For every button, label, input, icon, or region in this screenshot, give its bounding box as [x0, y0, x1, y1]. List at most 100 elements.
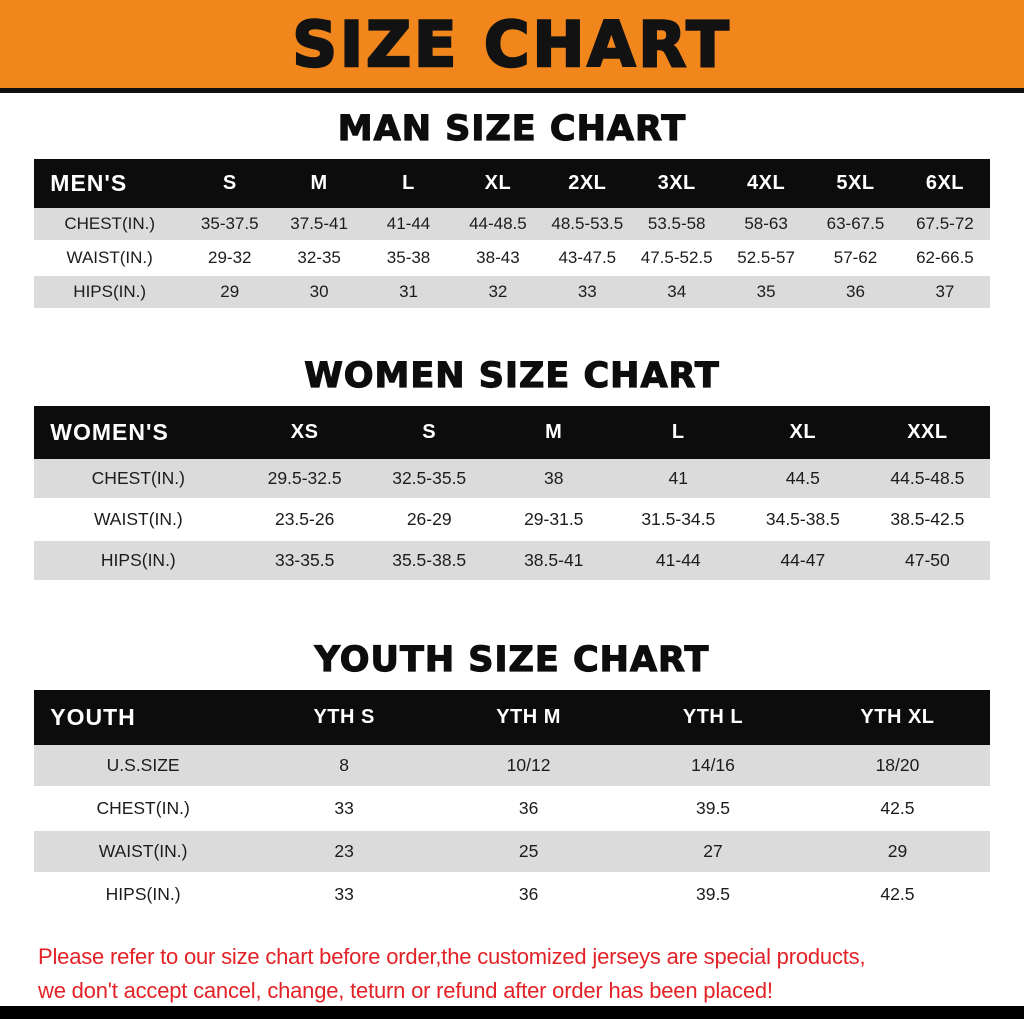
row-label-cell: CHEST(IN.) — [34, 208, 186, 242]
value-cell: 14/16 — [620, 745, 806, 788]
table-row: HIPS(IN.) 33-35.5 35.5-38.5 38.5-41 41-44 44-… — [34, 540, 990, 582]
row-label-cell: WAIST(IN.) — [34, 241, 186, 276]
men-size-table: MEN'S S M L XL 2XL 3XL 4XL 5XL 6XL CHEST(IN.) 35-37… — [34, 159, 990, 310]
value-cell: 26-29 — [366, 499, 492, 541]
value-cell: 41-44 — [363, 208, 454, 242]
value-cell: 44-48.5 — [453, 208, 543, 242]
bottom-bar — [0, 1006, 1024, 1019]
value-cell: 38.5-42.5 — [865, 499, 990, 541]
row-label-cell: WAIST(IN.) — [34, 830, 252, 874]
table-row: CHEST(IN.) 35-37.5 37.5-41 41-44 44-48.5 48.5… — [34, 208, 990, 242]
value-cell: 10/12 — [436, 745, 621, 788]
women-section: WOMEN SIZE CHART WOMEN'S XS S M L XL XXL CHEST(… — [0, 355, 1024, 582]
value-cell: 62-66.5 — [900, 241, 990, 276]
value-cell: 41-44 — [616, 540, 741, 582]
value-cell: 30 — [274, 275, 364, 310]
table-header-row: MEN'S S M L XL 2XL 3XL 4XL 5XL 6XL — [34, 159, 990, 208]
value-cell: 35-38 — [363, 241, 454, 276]
value-cell: 23 — [251, 830, 437, 874]
footer-note: Please refer to our size chart before or… — [38, 943, 1024, 1004]
value-cell: 53.5-58 — [632, 208, 722, 242]
table-row: WAIST(IN.) 29-32 32-35 35-38 38-43 43-47.5 47.… — [34, 241, 990, 276]
table-row: U.S.SIZE 8 10/12 14/16 18/20 — [34, 745, 990, 788]
value-cell: 38-43 — [453, 241, 543, 276]
value-cell: 42.5 — [805, 873, 990, 917]
value-cell: 39.5 — [620, 873, 806, 917]
banner: SIZE CHART — [0, 0, 1024, 88]
value-cell: 29 — [805, 830, 990, 874]
footer-note-line-1: Please refer to our size chart before or… — [38, 944, 866, 969]
size-header-cell: 2XL — [542, 159, 632, 208]
value-cell: 31 — [363, 275, 454, 310]
value-cell: 33 — [542, 275, 632, 310]
size-header-cell: M — [274, 159, 364, 208]
size-header-cell: L — [616, 406, 741, 459]
size-header-cell: XL — [740, 406, 866, 459]
table-row: WAIST(IN.) 23.5-26 26-29 29-31.5 31.5-34.5 34… — [34, 499, 990, 541]
value-cell: 34 — [632, 275, 722, 310]
value-cell: 38.5-41 — [491, 540, 617, 582]
value-cell: 29-32 — [185, 241, 275, 276]
value-cell: 36 — [436, 873, 621, 917]
value-cell: 36 — [436, 787, 621, 831]
value-cell: 8 — [251, 745, 437, 788]
value-cell: 34.5-38.5 — [740, 499, 866, 541]
table-header-row: WOMEN'S XS S M L XL XXL — [34, 406, 990, 459]
value-cell: 43-47.5 — [542, 241, 632, 276]
value-cell: 52.5-57 — [721, 241, 811, 276]
value-cell: 44.5 — [740, 459, 866, 500]
banner-underline — [0, 88, 1024, 93]
row-label-cell: CHEST(IN.) — [34, 459, 243, 500]
value-cell: 27 — [620, 830, 806, 874]
row-label-cell: HIPS(IN.) — [34, 275, 186, 310]
value-cell: 29 — [185, 275, 275, 310]
value-cell: 47-50 — [865, 540, 990, 582]
size-header-cell: YTH S — [251, 690, 437, 745]
value-cell: 33 — [251, 787, 437, 831]
page-title: SIZE CHART — [291, 6, 732, 82]
value-cell: 33 — [251, 873, 437, 917]
value-cell: 33-35.5 — [242, 540, 367, 582]
value-cell: 29.5-32.5 — [242, 459, 367, 500]
value-cell: 41 — [616, 459, 741, 500]
men-section-heading: MAN SIZE CHART — [337, 108, 687, 149]
size-header-cell: L — [363, 159, 454, 208]
size-header-cell: S — [366, 406, 492, 459]
value-cell: 63-67.5 — [810, 208, 901, 242]
row-label-cell: WAIST(IN.) — [34, 499, 243, 541]
value-cell: 29-31.5 — [491, 499, 617, 541]
size-header-cell: 5XL — [810, 159, 901, 208]
size-header-cell: 4XL — [721, 159, 811, 208]
value-cell: 57-62 — [810, 241, 901, 276]
size-header-cell: 3XL — [632, 159, 722, 208]
value-cell: 67.5-72 — [900, 208, 990, 242]
row-label-cell: CHEST(IN.) — [34, 787, 252, 831]
value-cell: 58-63 — [721, 208, 811, 242]
value-cell: 25 — [436, 830, 621, 874]
row-label-cell: U.S.SIZE — [34, 745, 252, 788]
value-cell: 47.5-52.5 — [632, 241, 722, 276]
youth-size-table: YOUTH YTH S YTH M YTH L YTH XL U.S.SIZE 8 10/12… — [34, 690, 990, 917]
table-row: WAIST(IN.) 23 25 27 29 — [34, 830, 990, 874]
value-cell: 18/20 — [805, 745, 990, 788]
size-header-cell: 6XL — [900, 159, 990, 208]
women-size-table: WOMEN'S XS S M L XL XXL CHEST(IN.) 29.5-32.5 32.5… — [34, 406, 990, 582]
table-row: CHEST(IN.) 29.5-32.5 32.5-35.5 38 41 44.5 44.5… — [34, 459, 990, 500]
table-row: HIPS(IN.) 29 30 31 32 33 34 35 36 37 — [34, 275, 990, 310]
table-header-row: YOUTH YTH S YTH M YTH L YTH XL — [34, 690, 990, 745]
value-cell: 44-47 — [740, 540, 866, 582]
size-header-cell: XS — [242, 406, 367, 459]
table-row: HIPS(IN.) 33 36 39.5 42.5 — [34, 873, 990, 917]
size-header-cell: XXL — [865, 406, 990, 459]
size-header-cell: M — [491, 406, 617, 459]
youth-section-heading: YOUTH SIZE CHART — [314, 639, 710, 680]
youth-section: YOUTH SIZE CHART YOUTH YTH S YTH M YTH L YTH… — [0, 639, 1024, 917]
value-cell: 44.5-48.5 — [865, 459, 990, 500]
size-header-cell: S — [185, 159, 275, 208]
value-cell: 32.5-35.5 — [366, 459, 492, 500]
value-cell: 37 — [900, 275, 990, 310]
footer-note-line-2: we don't accept cancel, change, teturn o… — [38, 977, 773, 1003]
row-label-cell: HIPS(IN.) — [34, 873, 252, 917]
value-cell: 35.5-38.5 — [366, 540, 492, 582]
